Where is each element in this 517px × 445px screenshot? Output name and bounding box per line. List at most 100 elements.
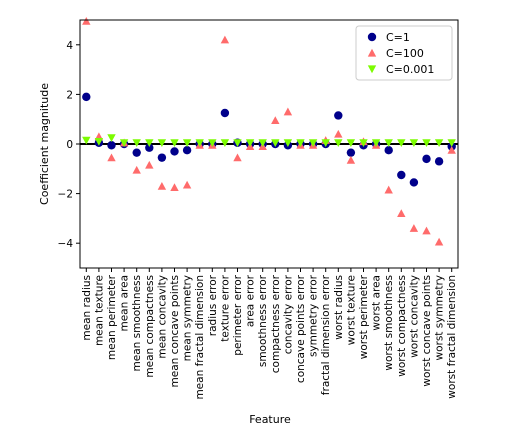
point-c-100-28 — [434, 237, 444, 246]
point-c-100-20 — [334, 129, 343, 138]
point-c-100-8 — [182, 180, 192, 189]
legend-label: C=100 — [386, 47, 424, 60]
point-c-100-26 — [409, 224, 419, 232]
point-c-0-001-14 — [258, 139, 267, 147]
y-axis-label: Coefficient magnitude — [38, 83, 51, 205]
point-c-100-24 — [384, 185, 393, 194]
legend-marker — [367, 32, 377, 42]
point-c-0-001-0 — [82, 136, 91, 145]
x-tick-label: worst perimeter — [358, 274, 370, 359]
point-c-0-001-22 — [359, 139, 368, 147]
point-c-0-001-2 — [107, 134, 116, 142]
point-c-0-001-7 — [170, 139, 179, 147]
point-c-0-001-13 — [245, 139, 255, 147]
point-c-1-8 — [182, 146, 192, 155]
point-c-0-001-21 — [346, 139, 356, 147]
point-c-0-001-15 — [271, 139, 280, 147]
point-c-100-4 — [132, 165, 141, 174]
point-c-100-16 — [283, 107, 293, 116]
x-tick-label: mean concavity — [156, 275, 168, 359]
point-c-0-001-24 — [384, 139, 393, 147]
x-tick-label: mean radius — [81, 275, 93, 341]
y-tick-label: 0 — [66, 139, 73, 151]
point-c-1-28 — [434, 157, 444, 166]
x-tick-label: worst concave points — [421, 275, 433, 387]
point-c-0-001-23 — [371, 139, 381, 147]
point-c-0-001-17 — [296, 139, 305, 147]
point-c-100-11 — [220, 35, 230, 44]
x-axis-label: Feature — [249, 413, 291, 426]
x-tick-label: worst smoothness — [383, 275, 395, 371]
point-c-100-6 — [157, 181, 167, 190]
x-tick-label: perimeter error — [232, 274, 244, 355]
point-c-100-29 — [447, 146, 456, 154]
x-tick-label: worst radius — [333, 275, 345, 340]
point-c-0-001-28 — [434, 139, 444, 147]
data-marks — [82, 17, 456, 246]
y-tick-label: −4 — [58, 238, 74, 250]
point-c-0-001-16 — [283, 139, 293, 147]
point-c-1-26 — [409, 178, 419, 187]
point-c-1-0 — [82, 92, 91, 102]
point-c-1-27 — [422, 154, 431, 164]
point-c-0-001-26 — [409, 139, 419, 147]
point-c-100-21 — [346, 155, 356, 164]
x-tick-label: worst texture — [345, 275, 357, 345]
x-tick-label: texture error — [219, 274, 231, 341]
point-c-100-7 — [170, 183, 179, 191]
y-tick-label: −2 — [58, 189, 73, 201]
point-c-100-12 — [233, 153, 242, 162]
x-tick-label: mean fractal dimension — [194, 275, 206, 400]
point-c-0-001-4 — [132, 139, 141, 147]
x-tick-label: compactness error — [270, 274, 282, 373]
legend-box — [355, 25, 453, 81]
x-tick-label: mean texture — [93, 275, 105, 346]
y-tick-label: 2 — [66, 89, 73, 101]
x-tick-label: worst concavity — [408, 275, 420, 358]
point-c-100-15 — [271, 116, 280, 125]
point-c-0-001-10 — [208, 139, 217, 147]
point-c-100-25 — [397, 209, 406, 218]
x-tick-label: radius error — [207, 274, 219, 336]
x-tick-label: fractal dimension error — [320, 274, 332, 395]
point-c-100-0 — [82, 17, 91, 25]
point-c-1-4 — [132, 148, 141, 157]
point-c-0-001-19 — [321, 139, 330, 147]
point-c-0-001-18 — [308, 139, 318, 147]
x-tick-label: mean concave points — [169, 275, 181, 387]
point-c-0-001-3 — [119, 139, 129, 147]
x-tick-label: mean symmetry — [182, 275, 194, 361]
point-c-100-2 — [107, 153, 116, 162]
point-c-1-25 — [397, 170, 406, 180]
x-tick-label: worst compactness — [396, 275, 408, 377]
point-c-0-001-27 — [422, 139, 431, 147]
point-c-1-2 — [107, 141, 116, 150]
axes: −4 −2 0 2 4 mean radius mean texture mean perim… — [58, 19, 459, 400]
x-tick-label: concavity error — [282, 274, 294, 354]
point-c-0-001-8 — [182, 139, 192, 147]
point-c-0-001-11 — [220, 139, 230, 147]
x-tick-label: worst fractal dimension — [446, 275, 458, 399]
point-c-0-001-6 — [157, 139, 167, 147]
point-c-0-001-9 — [195, 139, 204, 147]
point-c-1-6 — [157, 153, 167, 162]
x-tick-label: area error — [245, 274, 257, 327]
x-tick-label: mean smoothness — [131, 275, 143, 372]
x-tick-label: mean area — [119, 275, 131, 332]
x-tick-label: concave points error — [295, 274, 307, 383]
point-c-0-001-29 — [447, 139, 456, 147]
point-c-100-27 — [422, 226, 431, 235]
point-c-1-7 — [170, 147, 179, 156]
legend-label: C=1 — [386, 31, 410, 44]
x-tick-label: mean compactness — [144, 275, 156, 378]
point-c-1-24 — [384, 146, 393, 155]
x-tick-label: smoothness error — [257, 274, 269, 367]
x-tick-label: symmetry error — [308, 274, 320, 357]
point-c-0-001-25 — [397, 139, 406, 147]
legend-marker — [367, 65, 377, 74]
point-c-1-5 — [145, 143, 154, 152]
point-c-1-21 — [346, 148, 356, 157]
x-tick-label: worst area — [371, 275, 383, 331]
point-c-0-001-5 — [145, 139, 154, 147]
